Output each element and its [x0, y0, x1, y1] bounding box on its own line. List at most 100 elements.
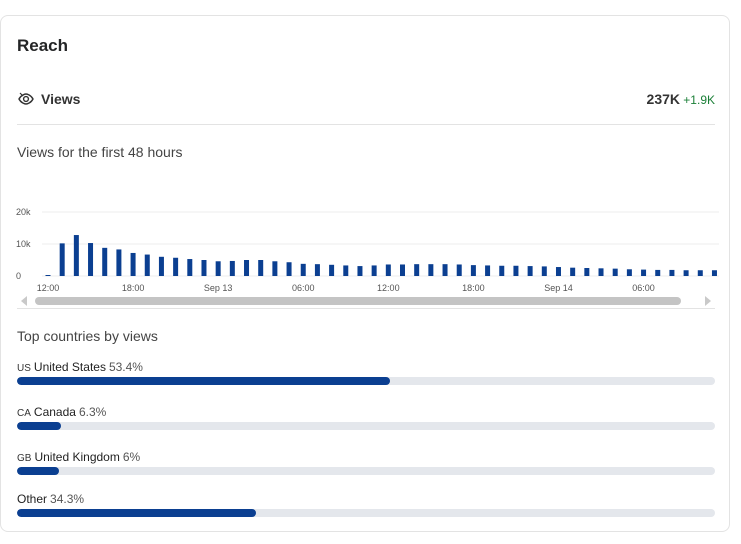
chart-bar[interactable] [116, 249, 122, 276]
y-tick-label: 0 [16, 271, 21, 281]
scroll-left-arrow-icon[interactable] [21, 296, 27, 306]
chart-bar[interactable] [470, 265, 476, 276]
divider [17, 124, 715, 125]
chart-bar[interactable] [343, 265, 349, 276]
x-tick-label: 18:00 [122, 283, 145, 293]
x-tick-label: 12:00 [377, 283, 400, 293]
chart-bar[interactable] [88, 243, 94, 276]
country-code: US [17, 363, 31, 374]
chart-bar[interactable] [527, 266, 533, 276]
x-tick-label: Sep 14 [544, 283, 573, 293]
scroll-thumb[interactable] [35, 297, 681, 305]
chart-bar[interactable] [414, 264, 420, 276]
views-delta: +1.9K [683, 93, 715, 107]
chart-bar[interactable] [258, 260, 264, 276]
country-name: United Kingdom [34, 450, 120, 464]
progress-track [17, 377, 715, 385]
chart-bar[interactable] [73, 235, 79, 276]
country-name: Canada [33, 405, 76, 419]
views-label: Views [41, 91, 81, 107]
chart-bar[interactable] [59, 243, 65, 276]
chart-bar[interactable] [626, 269, 632, 276]
country-label: GB United Kingdom 6% [17, 450, 140, 464]
country-row: Other 34.3% [17, 492, 715, 522]
chart-bar[interactable] [130, 252, 136, 276]
scroll-right-arrow-icon[interactable] [705, 296, 711, 306]
chart-bar[interactable] [555, 267, 561, 276]
chart-bar[interactable] [456, 264, 462, 276]
x-tick-label: 06:00 [292, 283, 315, 293]
chart-bar[interactable] [541, 266, 547, 276]
country-row: CA Canada 6.3% [17, 405, 715, 435]
chart-bar[interactable] [329, 264, 335, 276]
views-chart: 0 10k 20k 12:00 18:00 Sep 13 06:00 12:00 18:00 Se… [16, 207, 719, 293]
chart-scrollbar[interactable] [17, 294, 715, 308]
progress-fill [17, 467, 59, 475]
chart-bar[interactable] [442, 264, 448, 276]
chart-bar[interactable] [272, 261, 278, 276]
country-row: US United States 53.4% [17, 360, 715, 390]
country-percent: 6% [122, 450, 141, 464]
chart-bar[interactable] [244, 260, 250, 276]
country-name: Other [17, 492, 48, 506]
chart-bar[interactable] [485, 265, 491, 276]
chart-bar[interactable] [201, 260, 207, 276]
views-total: 237K [646, 91, 680, 107]
card-title: Reach [17, 36, 69, 55]
x-tick-label: 06:00 [632, 283, 655, 293]
country-label: CA Canada 6.3% [17, 405, 106, 419]
chart-bar[interactable] [102, 247, 108, 276]
chart-bar[interactable] [683, 270, 689, 276]
y-tick-label: 10k [16, 239, 31, 249]
country-label: Other 34.3% [17, 492, 84, 506]
x-tick-label: 12:00 [37, 283, 60, 293]
x-tick-label: Sep 13 [204, 283, 233, 293]
chart-bar[interactable] [229, 260, 235, 276]
chart-bar[interactable] [598, 268, 604, 276]
chart-bar[interactable] [385, 264, 391, 276]
country-name: United States [33, 360, 106, 374]
country-row: GB United Kingdom 6% [17, 450, 715, 480]
chart-bar[interactable] [45, 275, 51, 276]
progress-fill [17, 509, 257, 517]
y-tick-label: 20k [16, 207, 31, 217]
chart-bar[interactable] [669, 269, 675, 276]
chart-bar[interactable] [711, 270, 717, 276]
chart-bar[interactable] [215, 261, 221, 276]
chart-bar[interactable] [655, 269, 661, 276]
chart-bar[interactable] [371, 265, 377, 276]
progress-fill [17, 422, 61, 430]
x-tick-label: 18:00 [462, 283, 485, 293]
chart-bar[interactable] [400, 264, 405, 276]
chart-bar[interactable] [300, 263, 306, 276]
chart-bar[interactable] [158, 256, 164, 276]
divider [17, 308, 715, 309]
chart-bar[interactable] [144, 254, 150, 276]
chart-bar[interactable] [697, 270, 703, 276]
progress-track [17, 467, 715, 475]
country-percent: 34.3% [50, 492, 85, 506]
chart-bar[interactable] [286, 262, 292, 276]
chart-bar[interactable] [641, 269, 647, 276]
progress-fill [17, 377, 390, 385]
chart-bar[interactable] [428, 264, 434, 276]
country-code: GB [17, 453, 32, 464]
country-label: US United States 53.4% [17, 360, 143, 374]
chart-bar[interactable] [570, 267, 576, 276]
chart-bar[interactable] [173, 257, 179, 276]
country-code: CA [17, 408, 31, 419]
chart-bar[interactable] [612, 268, 618, 276]
chart-bar[interactable] [513, 265, 519, 276]
chart-bar[interactable] [357, 266, 363, 276]
chart-bar[interactable] [187, 259, 193, 276]
views-eye-icon [17, 90, 35, 108]
chart-bar[interactable] [314, 264, 320, 276]
chart-bar[interactable] [584, 268, 590, 276]
progress-track [17, 422, 715, 430]
country-percent: 6.3% [78, 405, 107, 419]
country-percent: 53.4% [108, 360, 143, 374]
reach-card: Reach Views 237K +1.9K Views for the fir… [0, 15, 730, 532]
chart-bar[interactable] [499, 265, 505, 276]
countries-section-title: Top countries by views [17, 328, 158, 344]
chart-section-title: Views for the first 48 hours [17, 144, 183, 160]
